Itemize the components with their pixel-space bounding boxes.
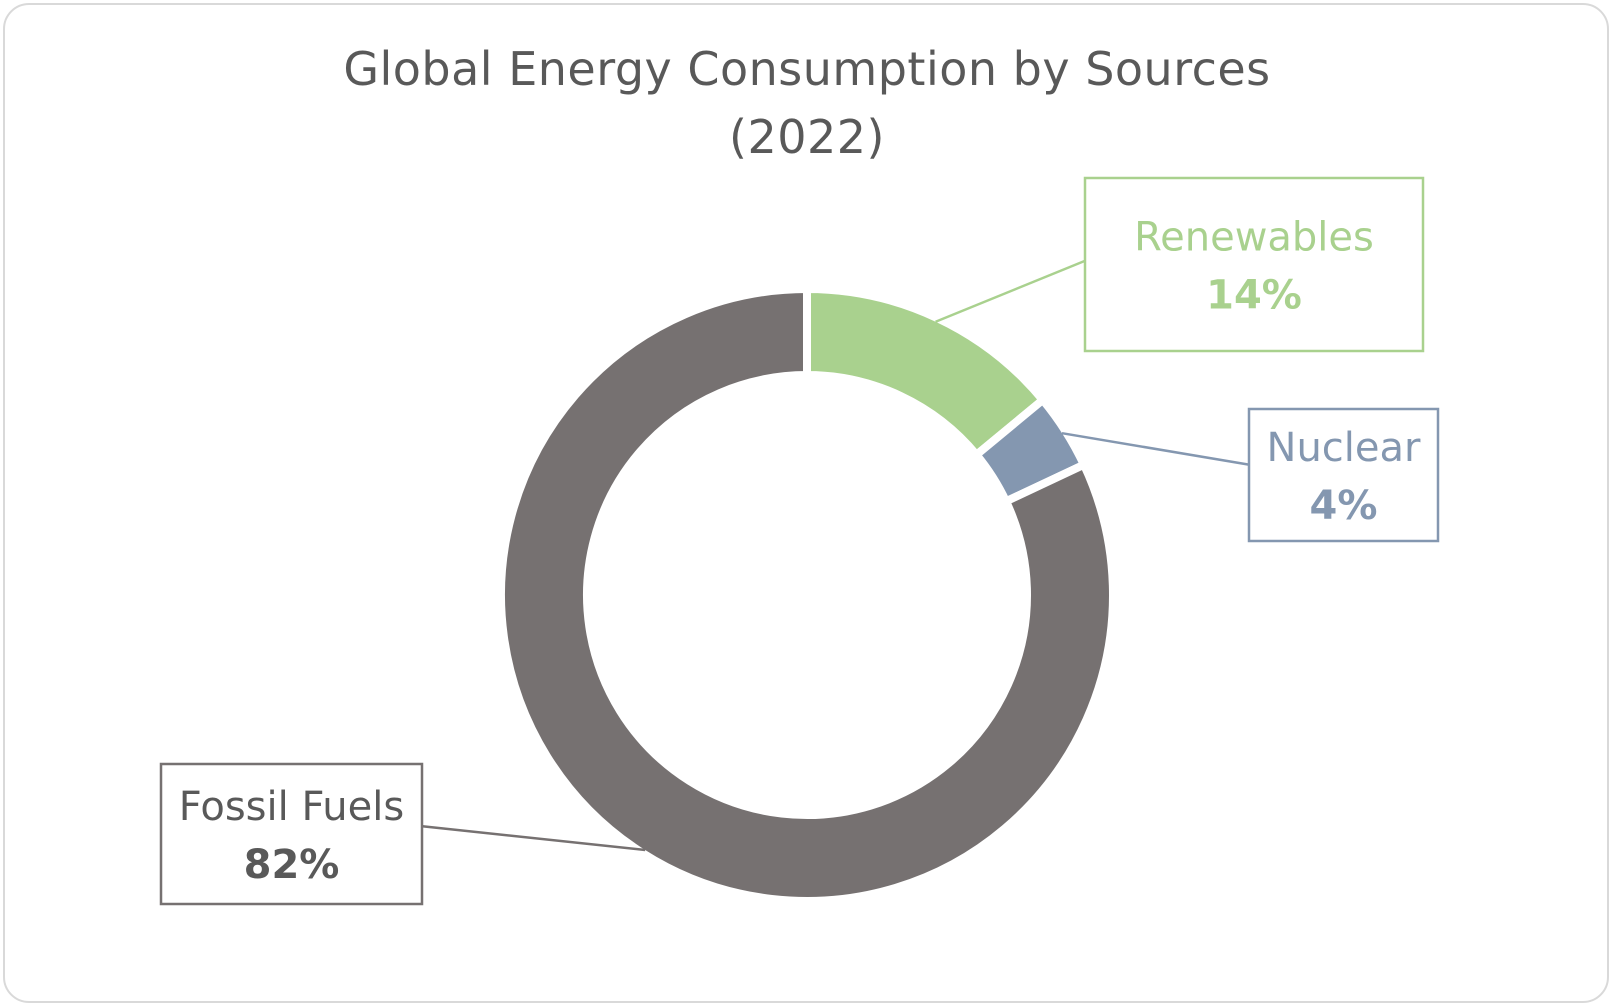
slice-value-nuclear: 4% xyxy=(1310,483,1378,529)
slice-fossil-fuels xyxy=(497,284,1117,905)
slice-label-nuclear: Nuclear xyxy=(1267,425,1422,471)
callout-box-renewables xyxy=(1083,176,1425,353)
chart-subtitle: (2022) xyxy=(729,110,885,164)
slice-label-renewables: Renewables xyxy=(1134,215,1374,261)
chart-title: Global Energy Consumption by Sources xyxy=(343,42,1271,96)
slice-value-fossil-fuels: 82% xyxy=(244,842,340,888)
callout-box-fossil-fuels xyxy=(159,762,424,906)
leader-line-renewables xyxy=(935,258,1088,323)
leader-line-fossil-fuels xyxy=(419,824,646,852)
slice-label-fossil-fuels: Fossil Fuels xyxy=(179,784,404,830)
slice-value-renewables: 14% xyxy=(1206,273,1302,319)
callout-box-nuclear xyxy=(1247,407,1440,543)
leader-line-nuclear xyxy=(1061,431,1252,467)
